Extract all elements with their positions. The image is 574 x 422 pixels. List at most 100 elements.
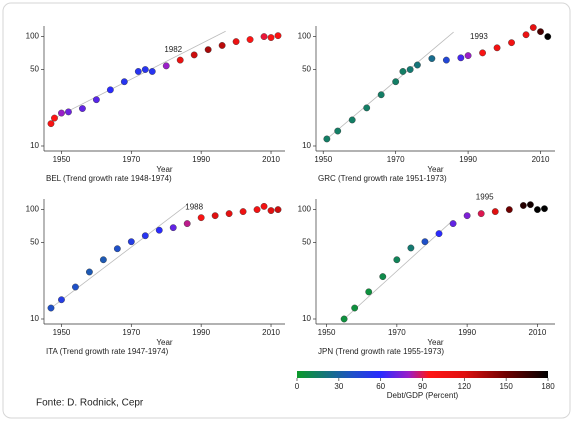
x-tick-label: 1950: [53, 155, 71, 164]
data-point: [399, 68, 407, 75]
data-point: [79, 105, 86, 112]
trend-line: [326, 31, 454, 140]
data-point: [106, 86, 114, 94]
data-point: [479, 49, 486, 57]
data-point: [534, 206, 541, 214]
data-point: [92, 96, 100, 104]
data-point: [204, 46, 212, 54]
data-point: [197, 214, 205, 222]
x-tick-label: 1970: [387, 155, 405, 164]
x-tick-label: 1950: [314, 155, 332, 164]
caption: GRC (Trend growth rate 1951-1973): [318, 174, 447, 183]
x-tick-label: 2010: [262, 328, 280, 337]
data-point: [544, 33, 552, 41]
x-tick-label: 1990: [192, 155, 210, 164]
data-point: [435, 230, 443, 238]
data-point: [421, 238, 429, 246]
data-point: [529, 24, 537, 31]
data-point: [392, 78, 400, 86]
data-point: [141, 232, 149, 240]
colorbar-tick-label: 30: [334, 382, 343, 391]
x-axis-label: Year: [427, 338, 444, 347]
data-point: [47, 120, 55, 128]
data-point: [141, 66, 149, 73]
annotation: 1988: [185, 203, 203, 212]
data-point: [260, 33, 268, 41]
data-point: [253, 206, 261, 214]
data-point: [379, 273, 387, 281]
y-tick-label: 50: [30, 65, 39, 74]
caption: BEL (Trend growth rate 1948-1974): [46, 174, 172, 183]
data-point: [428, 55, 436, 62]
y-tick-label: 50: [302, 65, 311, 74]
data-point: [351, 304, 359, 312]
trend-line: [343, 222, 450, 320]
data-point: [526, 201, 534, 209]
y-tick-label: 10: [30, 314, 39, 323]
data-point: [267, 207, 275, 214]
data-point: [260, 202, 268, 210]
y-tick-label: 100: [298, 32, 312, 41]
data-point: [232, 38, 240, 46]
data-point: [211, 212, 219, 220]
data-point: [267, 34, 275, 41]
data-point: [86, 268, 93, 276]
data-point: [120, 78, 128, 86]
data-point: [113, 245, 121, 253]
data-point: [519, 202, 527, 209]
colorbar-tick-label: 150: [499, 382, 513, 391]
colorbar-tick-label: 60: [376, 382, 385, 391]
data-point: [246, 36, 254, 43]
annotation: 1995: [476, 193, 494, 202]
x-tick-label: 1990: [192, 328, 210, 337]
data-point: [541, 205, 548, 213]
data-point: [134, 68, 142, 75]
data-point: [99, 256, 107, 264]
data-point: [169, 224, 177, 232]
data-point: [464, 52, 472, 60]
data-point: [442, 56, 450, 64]
data-point: [239, 208, 247, 215]
data-point: [537, 28, 544, 36]
data-point: [393, 256, 401, 264]
data-point: [457, 54, 465, 62]
x-tick-label: 1950: [53, 328, 71, 337]
data-point: [508, 39, 515, 47]
data-point: [274, 32, 282, 40]
colorbar-tick-label: 120: [458, 382, 472, 391]
data-point: [274, 206, 282, 214]
x-tick-label: 1950: [318, 328, 336, 337]
y-tick-label: 50: [302, 238, 311, 247]
colorbar-tick-label: 90: [418, 382, 427, 391]
data-point: [406, 66, 414, 73]
data-point: [225, 210, 233, 218]
data-point: [477, 210, 485, 218]
y-tick-label: 10: [30, 141, 39, 150]
colorbar-label: Debt/GDP (Percent): [387, 391, 459, 400]
data-point: [183, 220, 191, 227]
trend-line: [50, 204, 188, 309]
data-point: [365, 288, 373, 296]
y-tick-label: 100: [26, 205, 40, 214]
x-axis-label: Year: [156, 165, 173, 174]
data-point: [148, 68, 156, 75]
y-tick-label: 100: [298, 205, 312, 214]
data-point: [58, 296, 65, 304]
colorbar: [297, 371, 548, 378]
data-point: [340, 315, 348, 323]
caption: JPN (Trend growth rate 1955-1973): [318, 347, 444, 356]
data-point: [58, 109, 65, 117]
data-point: [505, 206, 513, 214]
colorbar-tick-label: 180: [541, 382, 555, 391]
x-tick-label: 1990: [459, 155, 477, 164]
data-point: [190, 51, 198, 59]
annotation: 1982: [164, 45, 182, 54]
x-axis-label: Year: [427, 165, 444, 174]
data-point: [463, 212, 471, 220]
data-point: [176, 56, 184, 64]
frame: [2, 2, 571, 419]
y-tick-label: 100: [26, 32, 40, 41]
data-point: [377, 91, 385, 99]
